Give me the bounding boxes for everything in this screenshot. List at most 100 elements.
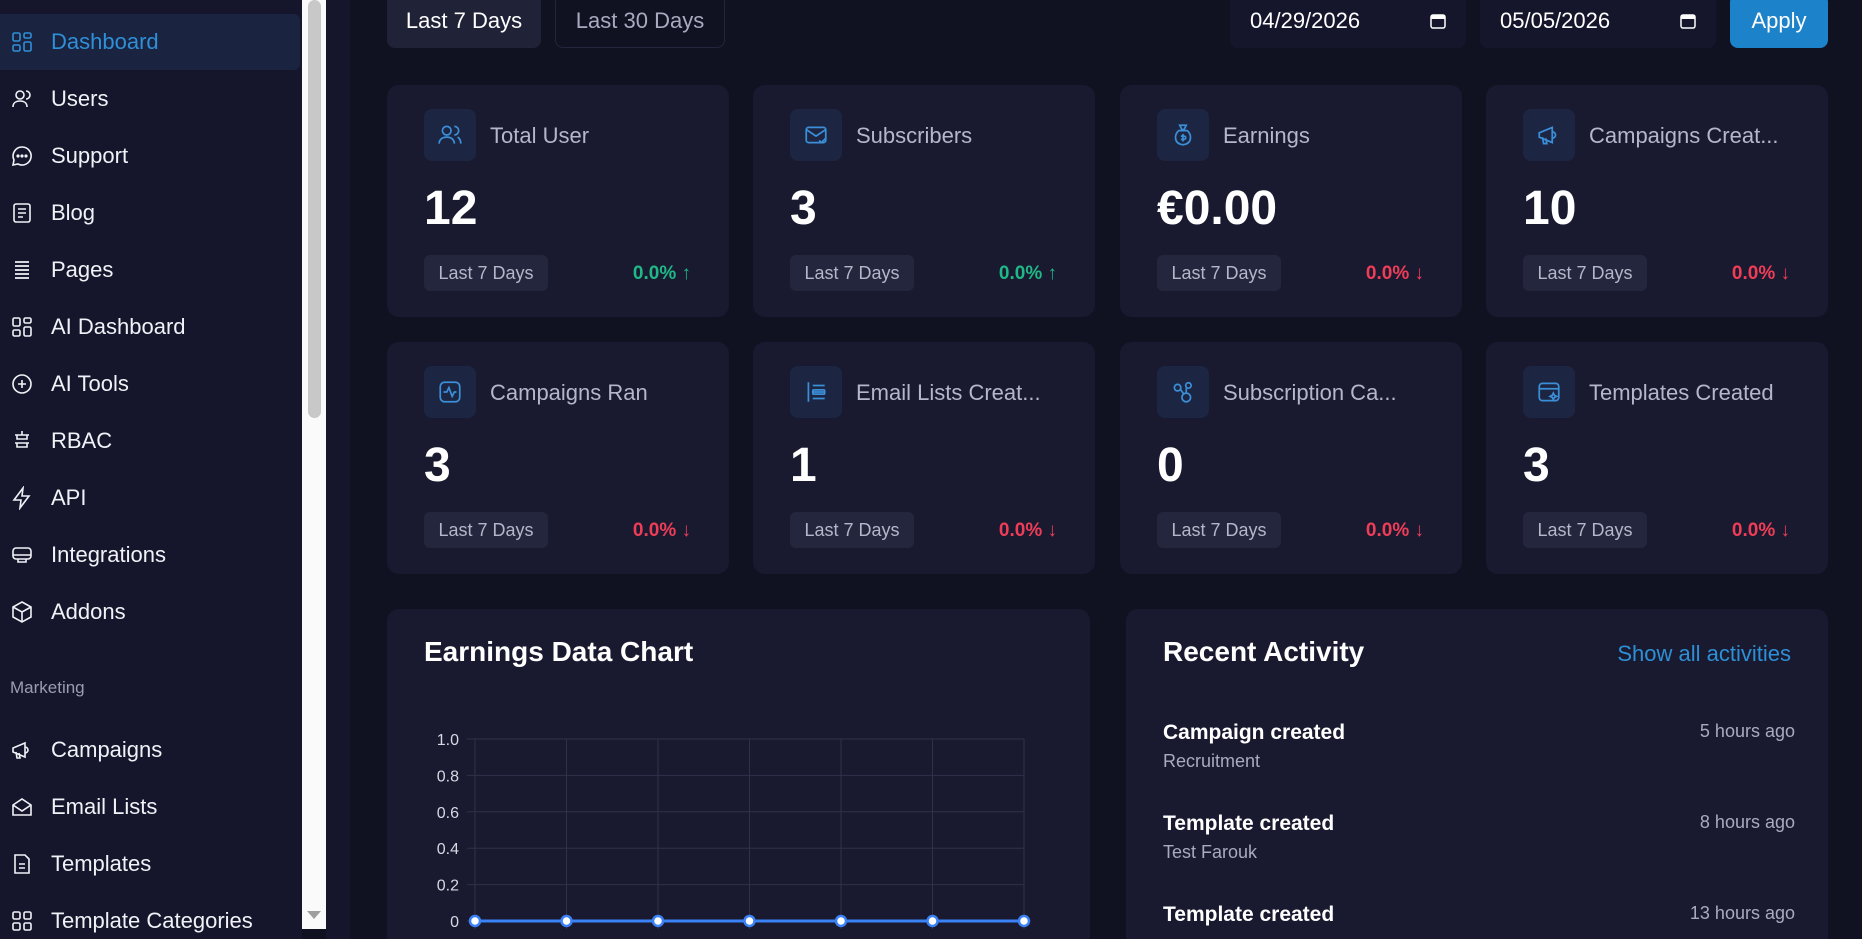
sidebar-item-rbac[interactable]: RBAC: [0, 413, 300, 469]
date-to-input[interactable]: 05/05/2026: [1480, 0, 1716, 48]
sidebar-item-templates[interactable]: Templates: [0, 836, 300, 892]
chart-y-tick-label: 1.0: [437, 732, 459, 749]
sidebar-item-pages[interactable]: Pages: [0, 242, 300, 298]
card-label: Subscribers: [856, 123, 973, 148]
megaphone-icon: [1523, 109, 1575, 161]
scrollbar-thumb[interactable]: [308, 0, 321, 418]
stat-card-total-user: Total User 12 Last 7 Days 0.0% ↑: [387, 85, 729, 317]
grid-icon: [10, 909, 34, 933]
card-value: 1: [790, 439, 817, 492]
show-all-activities-link[interactable]: Show all activities: [1617, 641, 1791, 666]
sidebar-item-label: API: [51, 485, 87, 510]
sidebar-item-addons[interactable]: Addons: [0, 584, 300, 640]
chart-data-point[interactable]: [743, 914, 756, 928]
recent-activity-panel: Recent Activity Show all activities Camp…: [1126, 609, 1828, 939]
sidebar-item-support[interactable]: Support: [0, 128, 300, 184]
change-indicator: 0.0% ↓: [1731, 520, 1790, 541]
card-label: Earnings: [1223, 123, 1310, 148]
calendar-icon[interactable]: [1430, 13, 1446, 29]
template-icon: [1523, 366, 1575, 418]
stat-card-email-lists-created: Email Lists Creat... 1 Last 7 Days 0.0% …: [753, 342, 1095, 574]
period-badge: Last 7 Days: [424, 255, 548, 291]
activity-title: Recent Activity: [1163, 636, 1365, 667]
period-badge: Last 7 Days: [1523, 512, 1647, 548]
activity-item-time: 5 hours ago: [1699, 721, 1795, 741]
change-indicator: 0.0% ↑: [998, 263, 1057, 284]
sidebar-item-ai-tools[interactable]: AI Tools: [0, 356, 300, 412]
card-label: Campaigns Creat...: [1589, 123, 1779, 148]
chart-data-point[interactable]: [834, 914, 848, 928]
bolt-icon: [10, 486, 34, 510]
chart-y-tick-label: 0.4: [437, 841, 459, 858]
sidebar-item-template-categories[interactable]: Template Categories: [0, 893, 300, 939]
shield-icon: [10, 429, 34, 453]
activity-item-time: 8 hours ago: [1699, 812, 1795, 832]
chart-data-point[interactable]: [468, 914, 482, 928]
sidebar-item-label: Dashboard: [51, 29, 159, 54]
sidebar-item-api[interactable]: API: [0, 470, 300, 526]
calendar-icon[interactable]: [1680, 13, 1696, 29]
list-icon: [10, 258, 34, 282]
range-last-7-days-button[interactable]: Last 7 Days: [387, 0, 541, 48]
scroll-down-arrow-icon[interactable]: [307, 911, 321, 919]
activity-item[interactable]: Campaign created Recruitment 5 hours ago: [1163, 721, 1795, 772]
sidebar-item-campaigns[interactable]: Campaigns: [0, 722, 300, 778]
sidebar-item-label: Users: [51, 86, 109, 111]
activity-item[interactable]: Template created Test Farouk 8 hours ago: [1163, 812, 1795, 863]
chart-data-point[interactable]: [1017, 914, 1031, 928]
chat-icon: [10, 144, 34, 168]
sidebar-item-label: AI Tools: [51, 371, 129, 396]
user-icon: [10, 87, 34, 111]
card-value: 3: [1523, 439, 1550, 492]
card-label: Campaigns Ran: [490, 380, 648, 405]
chart-y-tick-label: 0.8: [437, 768, 459, 785]
chart-y-tick-label: 0: [450, 914, 459, 931]
card-value: 0: [1157, 439, 1184, 492]
stat-card-subscribers: Subscribers 3 Last 7 Days 0.0% ↑: [753, 85, 1095, 317]
activity-item-title: Campaign created: [1163, 721, 1346, 744]
earnings-chart-panel: Earnings Data Chart 1.0 0.8 0.6 0.4 0.2 0: [387, 609, 1090, 939]
sidebar-item-dashboard[interactable]: Dashboard: [0, 14, 300, 70]
stat-card-templates-created: Templates Created 3 Last 7 Days 0.0% ↓: [1486, 342, 1828, 574]
date-from-value: 04/29/2026: [1250, 8, 1361, 33]
chart-data-point[interactable]: [560, 914, 573, 928]
card-label: Subscription Ca...: [1223, 380, 1397, 405]
card-label: Email Lists Creat...: [856, 380, 1041, 405]
sidebar-item-blog[interactable]: Blog: [0, 185, 300, 241]
sidebar-item-users[interactable]: Users: [0, 71, 300, 127]
stat-card-campaigns-ran: Campaigns Ran 3 Last 7 Days 0.0% ↓: [387, 342, 729, 574]
range-last-30-days-button[interactable]: Last 30 Days: [555, 0, 725, 48]
change-indicator: 0.0% ↓: [632, 520, 691, 541]
sidebar-item-integrations[interactable]: Integrations: [0, 527, 300, 583]
apply-button[interactable]: Apply: [1730, 0, 1828, 48]
plug-icon: [10, 543, 34, 567]
sidebar-item-label: Templates: [51, 851, 152, 876]
sidebar-item-ai-dashboard[interactable]: AI Dashboard: [0, 299, 300, 355]
card-value: 3: [424, 439, 451, 492]
activity-item-title: Template created: [1163, 903, 1335, 926]
grid-icon: [10, 315, 34, 339]
sidebar-gutter: [326, 0, 350, 939]
grid-icon: [10, 30, 34, 54]
megaphone-icon: [10, 738, 34, 762]
date-to-value: 05/05/2026: [1500, 8, 1611, 33]
change-indicator: 0.0% ↑: [632, 263, 691, 284]
period-badge: Last 7 Days: [1157, 255, 1281, 291]
period-badge: Last 7 Days: [1157, 512, 1281, 548]
period-badge: Last 7 Days: [1523, 255, 1647, 291]
period-badge: Last 7 Days: [790, 512, 914, 548]
document-icon: [10, 201, 34, 225]
activity-item[interactable]: Template created 13 hours ago: [1163, 903, 1795, 933]
card-value: 3: [790, 182, 817, 235]
sidebar-item-label: Addons: [51, 599, 126, 624]
chart-data-point[interactable]: [651, 914, 665, 928]
date-from-input[interactable]: 04/29/2026: [1230, 0, 1466, 48]
chart-data-point[interactable]: [926, 914, 939, 928]
activity-item-subtitle: Recruitment: [1163, 751, 1261, 771]
change-indicator: 0.0% ↓: [998, 520, 1057, 541]
sidebar-item-email-lists[interactable]: Email Lists: [0, 779, 300, 835]
card-value: 12: [424, 182, 478, 235]
activity-icon: [424, 366, 476, 418]
card-value: 10: [1523, 182, 1577, 235]
change-indicator: 0.0% ↓: [1365, 520, 1424, 541]
